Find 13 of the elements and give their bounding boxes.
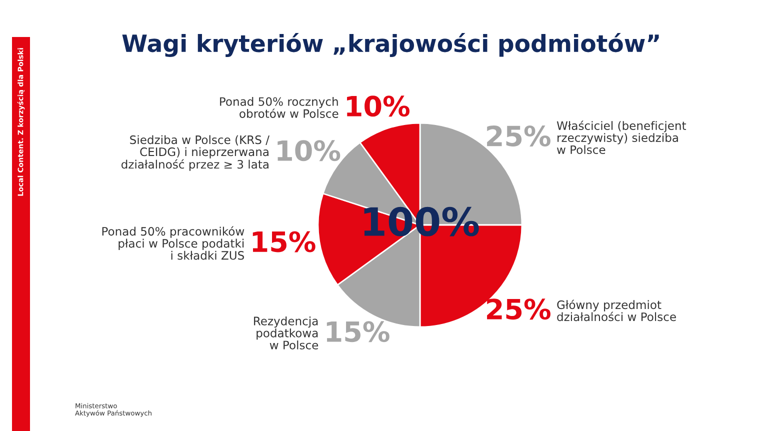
slice-label: Rezydencja podatkowa w Polsce bbox=[254, 316, 318, 350]
slice-label: Ponad 50% pracowników płaci w Polsce podatki i składki ZUS bbox=[102, 226, 244, 260]
slice-label: Ponad 50% rocznych obrotów w Polsce bbox=[220, 96, 338, 118]
data-label: 10% bbox=[347, 96, 410, 117]
data-label: 10% bbox=[278, 140, 340, 162]
slice-label: Główny przedmiot działalności w Polsce bbox=[557, 300, 676, 322]
data-label: 15% bbox=[252, 231, 316, 252]
slice-label: Właściciel (beneficjent rzeczywisty) siedziba w Polsce bbox=[556, 120, 686, 154]
slice-label: Siedziba w Polsce (KRS / CEIDG) i nieprzerwana działalność przez ≥ 3 lata bbox=[121, 135, 270, 171]
data-label: 25% bbox=[487, 126, 550, 147]
chart-title: Wagi kryteriów „krajowości podmiotów” bbox=[122, 33, 659, 57]
data-label: 25% bbox=[487, 298, 550, 320]
data-label: 15% bbox=[326, 321, 390, 342]
